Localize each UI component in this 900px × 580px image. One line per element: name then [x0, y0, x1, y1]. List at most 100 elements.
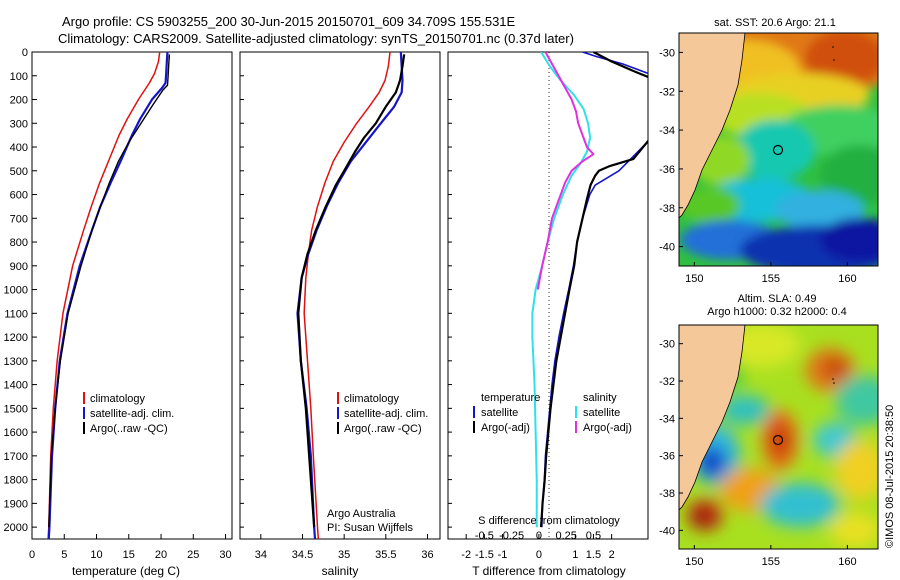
series-line-s-satellite [531, 52, 592, 528]
argo-australia-label: Argo Australia [327, 508, 396, 520]
series-line-s-argo-adj- [536, 52, 595, 290]
depth-tick-label: 400 [10, 142, 28, 154]
legend-title-salinity: salinity [583, 392, 617, 404]
temperature-tick-label: 10 [90, 549, 102, 561]
depth-tick-label: 800 [10, 237, 28, 249]
difference-panel: -2 -1.5 -1 0 1 1.5 2 temperature salinity sate… [447, 51, 649, 578]
depth-axis: 0 100 200 300 400 500 600 700 800 900 1000 1100 1200… [4, 47, 37, 534]
sla-map: Altim. SLA: 0.49 Argo h1000: 0.32 h2000:… [659, 293, 879, 568]
t-difference-label: T difference from climatology [472, 564, 626, 578]
s-diff-tick-label: -0.25 [499, 530, 524, 542]
salinity-tick-label: 34.5 [292, 549, 313, 561]
legend-title-temperature: temperature [481, 392, 540, 404]
depth-tick-label: 0 [22, 47, 28, 59]
sla-field [679, 325, 878, 549]
salinity-tick-label: 35 [338, 549, 350, 561]
lat-tick-label: -30 [659, 47, 675, 59]
sst-map-axes: 150 155 160 -30 -32 -34 -36 -38 -40 [659, 47, 856, 285]
sst-map: sat. SST: 20.6 Argo: 21.1 [659, 17, 879, 285]
t-diff-tick-label: -1.5 [475, 549, 494, 561]
legend-label-t-satellite: satellite [481, 407, 518, 419]
legend-label-s-satellite: satellite [583, 407, 620, 419]
lat-tick-label: -32 [659, 86, 675, 98]
temperature-x-axis: 0 5 10 15 20 25 30 [29, 534, 232, 561]
temperature-panel: 0100200300400500600700800900100011001200… [4, 47, 233, 578]
sla-map-axes: 150 155 160 -30 -32 -34 -36 -38 -40 [659, 339, 856, 568]
series-line-t-argo-adj- [539, 52, 648, 528]
depth-tick-label: 2000 [4, 522, 28, 534]
temperature-lines [47, 51, 171, 540]
salinity-panel: 34 34.5 35 35.5 36 climatology satellite-adj… [239, 51, 441, 578]
sla-map-subtitle: Argo h1000: 0.32 h2000: 0.4 [707, 306, 846, 318]
salinity-x-axis: 34 34.5 35 35.5 36 [240, 51, 434, 561]
salinity-axes-frame [239, 51, 441, 540]
depth-tick-label: 1400 [4, 380, 28, 392]
depth-tick-label: 200 [10, 95, 28, 107]
series-line-argo-raw-qc- [48, 54, 171, 528]
lat-tick-label: -32 [659, 376, 675, 388]
sst-map-title: sat. SST: 20.6 Argo: 21.1 [714, 17, 836, 29]
legend-label-climatology: climatology [90, 393, 146, 405]
t-diff-tick-label: 1.5 [586, 549, 601, 561]
imos-timestamp: ©IMOS 08-Jul-2015 20:38:50 [884, 405, 896, 548]
t-diff-tick-label: -2 [461, 549, 471, 561]
sst-field [679, 33, 878, 266]
header-line-1: Argo profile: CS 5903255_200 30-Jun-2015… [62, 14, 516, 29]
legend-label-argo: Argo(..raw -QC) [344, 423, 422, 435]
salinity-tick-label: 34 [255, 549, 267, 561]
argo-position-marker [772, 434, 784, 446]
difference-x-axis: -2 -1.5 -1 0 1 1.5 2 [448, 51, 615, 561]
series-line-climatology [303, 51, 391, 540]
pi-label: PI: Susan Wijffels [327, 522, 413, 534]
legend-label-s-argo: Argo(-adj) [583, 422, 632, 434]
s-diff-tick-label: -0.5 [475, 530, 494, 542]
lat-tick-label: -34 [659, 413, 675, 425]
temperature-legend: climatology satellite-adj. clim. Argo(..… [83, 392, 174, 435]
lat-tick-label: -34 [659, 125, 675, 137]
temperature-tick-label: 0 [29, 549, 35, 561]
salinity-legend: climatology satellite-adj. clim. Argo(..… [337, 392, 428, 435]
s-diff-tick-label: 0.5 [586, 530, 601, 542]
depth-tick-label: 300 [10, 118, 28, 130]
lat-tick-label: -40 [659, 525, 675, 537]
lon-tick-label: 150 [685, 556, 703, 568]
legend-label-argo: Argo(..raw -QC) [90, 423, 168, 435]
salinity-xlabel: salinity [322, 564, 359, 578]
lat-tick-label: -36 [659, 164, 675, 176]
temperature-tick-label: 20 [155, 549, 167, 561]
lon-tick-label: 150 [685, 273, 703, 285]
legend-label-satellite: satellite-adj. clim. [344, 408, 428, 420]
s-diff-tick-label: 0.25 [555, 530, 576, 542]
lat-tick-label: -36 [659, 451, 675, 463]
salinity-tick-label: 35.5 [375, 549, 396, 561]
lat-tick-label: -38 [659, 488, 675, 500]
lon-tick-label: 160 [838, 556, 856, 568]
lon-tick-label: 155 [762, 556, 780, 568]
depth-tick-label: 1800 [4, 475, 28, 487]
depth-tick-label: 700 [10, 213, 28, 225]
salinity-lines [296, 51, 406, 540]
header-line-2: Climatology: CARS2009. Satellite-adjuste… [58, 31, 574, 46]
depth-tick-label: 1500 [4, 403, 28, 415]
difference-legend: temperature salinity satellite Argo(-adj… [473, 392, 632, 434]
series-line-argo-raw-qc- [297, 54, 406, 528]
depth-tick-label: 1200 [4, 332, 28, 344]
depth-tick-label: 600 [10, 190, 28, 202]
depth-tick-label: 500 [10, 166, 28, 178]
difference-lines [531, 52, 648, 528]
lat-tick-label: -40 [659, 242, 675, 254]
depth-tick-label: 1000 [4, 285, 28, 297]
lon-tick-label: 160 [838, 273, 856, 285]
argo-position-marker [772, 144, 784, 156]
t-diff-tick-label: -1 [498, 549, 508, 561]
depth-tick-label: 1900 [4, 498, 28, 510]
temperature-axes-frame [31, 51, 233, 540]
legend-label-climatology: climatology [344, 393, 400, 405]
depth-tick-label: 1100 [4, 308, 28, 320]
temperature-xlabel: temperature (deg C) [72, 564, 180, 578]
temperature-tick-label: 25 [187, 549, 199, 561]
temperature-tick-label: 5 [61, 549, 67, 561]
t-diff-tick-label: 1 [572, 549, 578, 561]
legend-label-t-argo: Argo(-adj) [481, 422, 530, 434]
